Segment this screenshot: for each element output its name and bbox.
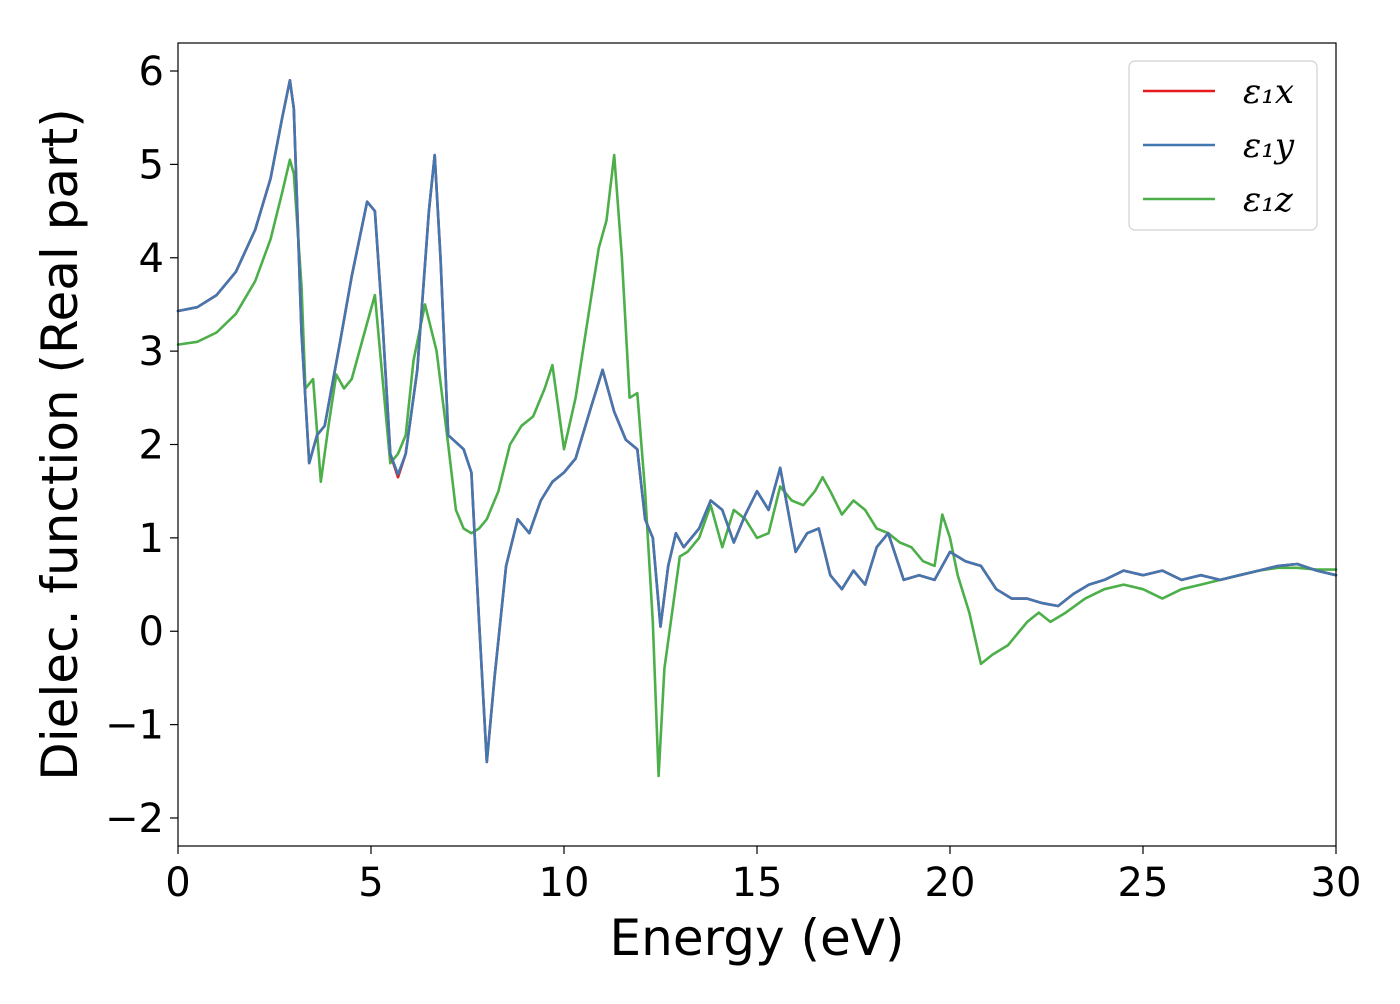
y-tick-label: 3 — [139, 329, 164, 375]
legend-label: ε₁x — [1243, 72, 1294, 112]
legend: ε₁x ε₁y ε₁z — [1128, 60, 1318, 231]
x-tick-label: 30 — [1311, 860, 1362, 906]
series-lines — [176, 79, 1338, 778]
y-tick-label: 1 — [139, 516, 164, 562]
series-line-eps1z — [176, 153, 1338, 778]
y-tick-label: 4 — [139, 236, 164, 282]
legend-box — [1128, 60, 1318, 231]
y-tick-label: 0 — [139, 609, 164, 655]
x-axis-label: Energy (eV) — [610, 909, 905, 967]
legend-label: ε₁y — [1243, 126, 1295, 166]
legend-label: ε₁z — [1243, 180, 1294, 220]
x-tick-label: 20 — [925, 860, 976, 906]
y-tick-label: −1 — [105, 703, 164, 749]
series-line-eps1y — [176, 79, 1338, 764]
y-tick-label: −2 — [105, 796, 164, 842]
y-tick-label: 5 — [139, 142, 164, 188]
x-tick-label: 10 — [539, 860, 590, 906]
y-tick-label: 6 — [139, 49, 164, 95]
x-tick-label: 5 — [358, 860, 383, 906]
x-tick-label: 0 — [165, 860, 190, 906]
axis-ticks: 0 5 10 15 20 25 30 −2 −1 0 1 2 3 4 5 6 — [105, 49, 1361, 906]
y-tick-label: 2 — [139, 423, 164, 469]
x-tick-label: 25 — [1118, 860, 1169, 906]
x-tick-label: 15 — [732, 860, 783, 906]
y-axis-label: Dielec. function (Real part) — [31, 108, 89, 780]
